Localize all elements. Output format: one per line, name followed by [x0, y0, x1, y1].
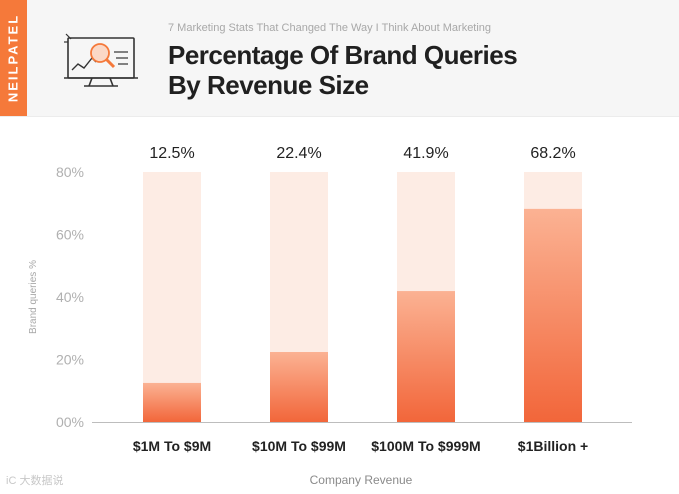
- data-label: 41.9%: [403, 145, 448, 162]
- brand-logo: NEILPATEL: [5, 13, 21, 103]
- y-tick-label: 60%: [56, 227, 84, 243]
- x-tick-label: $1Billion +: [518, 438, 588, 454]
- monitor-magnifier-icon: [64, 33, 138, 87]
- watermark: iC 大数据说: [6, 475, 64, 487]
- bar-chart: 00% 20% 40% 60% 80% 12.5% $1M To $9M 22.4% $10M…: [28, 145, 632, 487]
- y-tick-label: 20%: [56, 352, 84, 368]
- bar-track: [143, 172, 201, 422]
- brand-strip: NEILPATEL: [0, 0, 27, 116]
- data-label: 12.5%: [149, 145, 194, 162]
- x-tick-label: $10M To $99M: [252, 438, 346, 454]
- x-tick-label: $1M To $9M: [133, 438, 211, 454]
- y-tick-label: 80%: [56, 164, 84, 180]
- subtitle: 7 Marketing Stats That Changed The Way I…: [168, 22, 492, 34]
- bar: [143, 382, 201, 422]
- bar: [524, 208, 582, 422]
- bar: [270, 352, 328, 422]
- bar: [397, 291, 455, 422]
- y-tick-label: 40%: [56, 289, 84, 305]
- header: NEILPATEL 7 Marketing Stats That Changed…: [0, 0, 679, 117]
- data-label: 68.2%: [530, 145, 575, 162]
- page-title: Percentage Of Brand Queries By Revenue S…: [168, 40, 648, 100]
- x-tick-label: $100M To $999M: [371, 438, 480, 454]
- x-axis-label: Company Revenue: [310, 473, 413, 487]
- title-line-1: Percentage Of Brand Queries: [168, 40, 518, 70]
- data-label: 22.4%: [276, 145, 321, 162]
- y-tick-label: 00%: [56, 414, 84, 430]
- title-line-2: By Revenue Size: [168, 70, 369, 100]
- y-axis-label: Brand queries %: [28, 260, 39, 334]
